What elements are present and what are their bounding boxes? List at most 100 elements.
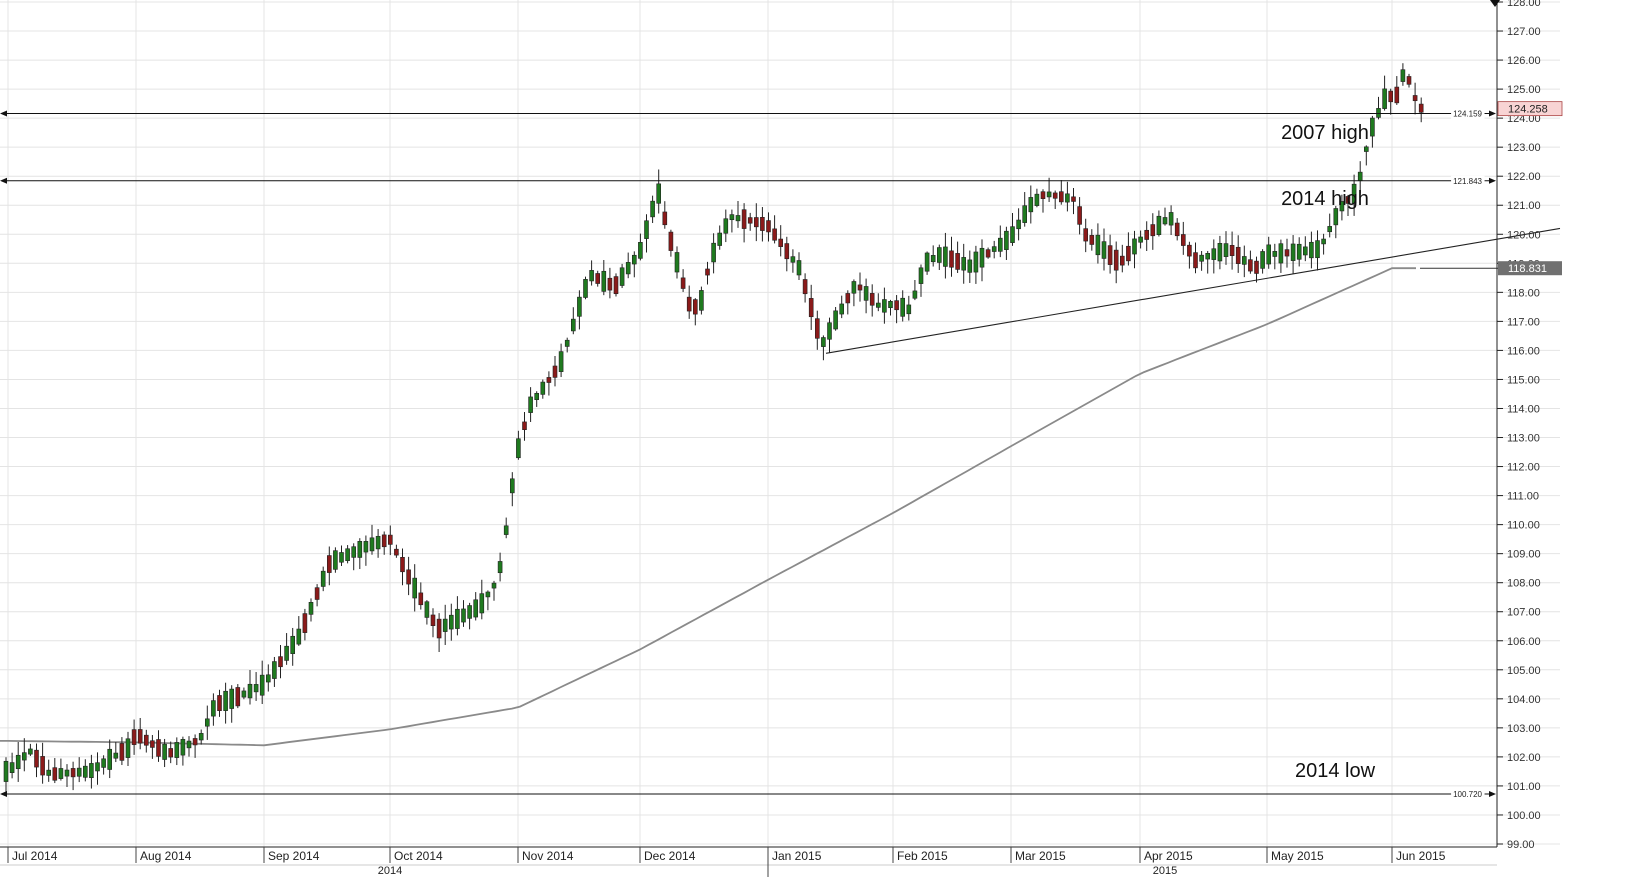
candle-body	[839, 303, 845, 315]
candle-body	[814, 318, 820, 339]
candle-body	[674, 252, 680, 273]
candle-body	[156, 739, 161, 757]
candle-body	[1364, 146, 1369, 152]
candle-body	[827, 322, 832, 340]
level-annotation: 2007 high	[1281, 122, 1369, 144]
candle-body	[766, 220, 771, 233]
candle-body	[455, 608, 460, 629]
candle-body	[1248, 259, 1253, 272]
x-tick-label: Sep 2014	[268, 849, 320, 863]
candle-body	[528, 396, 533, 413]
candle-body	[1199, 254, 1204, 262]
moving-average-line	[0, 267, 1416, 747]
level-right-arrow	[1489, 110, 1496, 117]
y-tick-label: 99.00	[1507, 839, 1535, 851]
candle-body	[680, 277, 686, 289]
candle-body	[851, 281, 857, 294]
candle-body	[625, 262, 631, 275]
y-tick-label: 109.00	[1507, 549, 1541, 561]
candle-body	[1217, 242, 1223, 262]
candle-body	[723, 218, 729, 234]
candle-body	[1266, 244, 1271, 265]
candle-body	[607, 277, 613, 291]
candle-body	[406, 569, 411, 585]
candle-body	[1242, 256, 1247, 265]
candle-body	[1040, 191, 1046, 199]
candle-body	[1388, 90, 1393, 103]
candle-body	[540, 381, 546, 395]
level-left-arrow	[0, 177, 7, 184]
candle-body	[1370, 117, 1375, 137]
grid	[0, 0, 1560, 847]
candle-body	[595, 273, 601, 284]
annotations-layer: 2007 high 2014 high 2014 low	[1281, 122, 1376, 782]
x-tick-label: Dec 2014	[644, 849, 696, 863]
candle-body	[900, 297, 906, 317]
x-tick-label: Jul 2014	[12, 849, 58, 863]
candle-body	[1296, 243, 1302, 260]
candle-body	[15, 754, 21, 770]
candle-body	[1065, 193, 1070, 203]
candle-body	[131, 729, 137, 745]
candle-body	[906, 304, 912, 315]
candle-body	[70, 768, 76, 778]
candle-body	[857, 284, 863, 291]
candle-body	[89, 763, 94, 779]
candle-body	[1333, 208, 1339, 226]
y-tick-label: 120.00	[1507, 229, 1541, 241]
candle-body	[375, 535, 381, 550]
y-tick-label: 108.00	[1507, 578, 1541, 590]
candle-body	[229, 688, 234, 709]
x-tick-label: Jun 2015	[1396, 849, 1446, 863]
candle-body	[705, 268, 710, 276]
candle-body	[351, 546, 357, 558]
moving-average-value-label: 118.831	[1508, 263, 1547, 275]
candles-layer	[3, 63, 1424, 796]
candle-body	[418, 592, 424, 606]
candle-body	[1101, 241, 1107, 259]
candle-body	[729, 214, 735, 221]
candle-body	[979, 247, 985, 268]
candle-body	[101, 758, 106, 768]
candle-body	[1303, 246, 1308, 256]
candle-body	[278, 656, 283, 668]
candle-body	[1034, 193, 1040, 206]
candle-body	[400, 556, 405, 573]
candle-body	[217, 695, 222, 711]
candle-body	[918, 267, 924, 284]
y-tick-label: 118.00	[1507, 287, 1540, 299]
candle-body	[784, 243, 790, 260]
candle-body	[961, 257, 967, 271]
candle-body	[308, 602, 314, 615]
candle-body	[1077, 206, 1082, 225]
candle-body	[113, 752, 119, 759]
candle-body	[1382, 88, 1387, 109]
candle-body	[119, 743, 125, 761]
candle-body	[503, 525, 509, 535]
candle-body	[333, 550, 338, 570]
candle-body	[1406, 76, 1412, 85]
candle-body	[52, 767, 58, 781]
x-tick-label: May 2015	[1271, 849, 1324, 863]
y-tick-label: 113.00	[1507, 433, 1540, 445]
candle-body	[638, 242, 643, 259]
candle-body	[363, 541, 369, 553]
candle-body	[546, 377, 552, 383]
candle-body	[320, 570, 326, 587]
candle-body	[821, 337, 826, 347]
level-label-bg	[1451, 789, 1485, 801]
y-tick-label: 111.00	[1507, 491, 1539, 503]
x-tick-label: Oct 2014	[394, 849, 443, 863]
candle-body	[241, 690, 247, 698]
candle-body	[1345, 196, 1351, 204]
level-value-label: 121.843	[1453, 177, 1482, 186]
candle-body	[888, 301, 893, 309]
candle-body	[485, 591, 491, 598]
candle-body	[741, 209, 747, 229]
candle-body	[735, 215, 741, 222]
candle-body	[1071, 196, 1076, 202]
candle-body	[491, 582, 497, 589]
candle-body	[747, 217, 753, 224]
candle-body	[95, 762, 100, 772]
candle-body	[1156, 215, 1162, 235]
